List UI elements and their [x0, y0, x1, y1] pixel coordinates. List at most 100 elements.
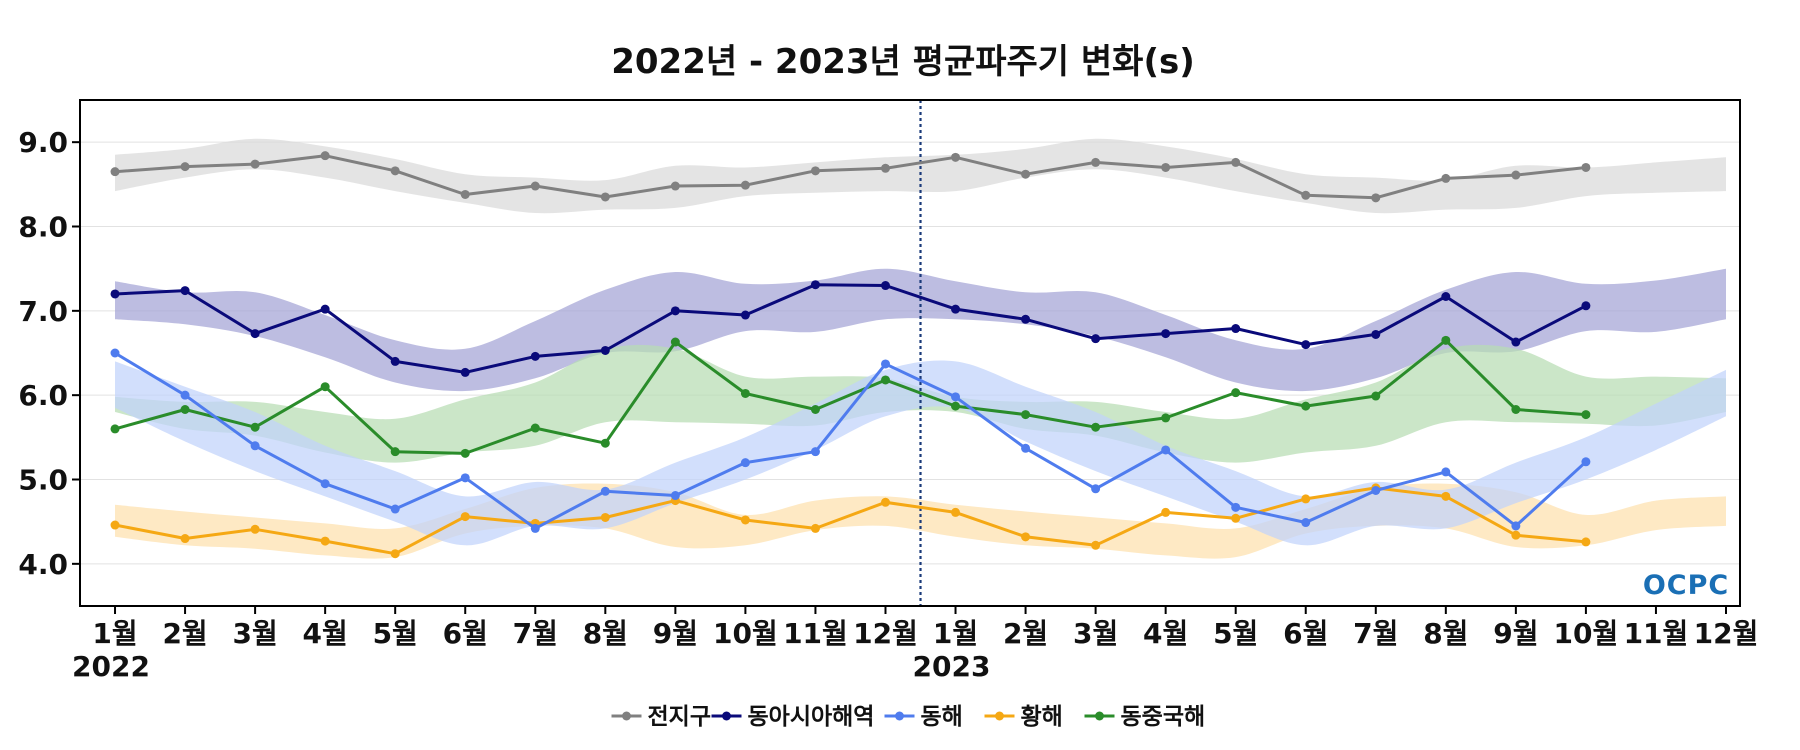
data-point	[1231, 324, 1241, 334]
y-tick-label: 8.0	[18, 211, 68, 244]
legend-item: 동중국해	[1084, 704, 1206, 730]
data-point	[740, 515, 750, 525]
data-point	[951, 401, 961, 411]
x-tick-label: 3월	[232, 617, 277, 650]
data-point	[600, 512, 610, 522]
series-line-1	[114, 283, 1587, 374]
data-point	[1091, 334, 1101, 344]
data-point	[1161, 329, 1171, 339]
x-tick-label: 5월	[373, 617, 418, 650]
data-point	[740, 180, 750, 190]
data-point	[1091, 422, 1101, 432]
data-point	[390, 504, 400, 514]
chart-title: 2022년 - 2023년 평균파주기 변화(s)	[611, 42, 1195, 82]
data-point	[1441, 335, 1451, 345]
data-point	[1581, 410, 1591, 420]
y-tick-label: 6.0	[18, 379, 68, 412]
data-point	[951, 507, 961, 517]
x-tick-label: 10월	[713, 617, 778, 650]
legend-marker	[1095, 711, 1104, 721]
data-point	[810, 523, 820, 533]
data-point	[320, 382, 330, 392]
data-point	[951, 152, 961, 162]
data-point	[1441, 173, 1451, 183]
data-point	[1301, 494, 1311, 504]
x-tick-label: 7월	[1353, 617, 1398, 650]
data-point	[670, 306, 680, 316]
data-point	[530, 181, 540, 191]
legend-marker	[995, 711, 1004, 721]
data-point	[180, 390, 190, 400]
data-point	[600, 192, 610, 202]
series-line-3	[114, 486, 1587, 556]
data-point	[460, 367, 470, 377]
data-point	[951, 392, 961, 402]
data-point	[390, 549, 400, 559]
data-point	[1371, 485, 1381, 495]
legend-item: 전지구	[611, 704, 711, 730]
data-point	[1371, 193, 1381, 203]
data-point	[250, 441, 260, 451]
series-line-0	[114, 154, 1587, 200]
data-point	[1581, 457, 1591, 467]
data-point	[1511, 405, 1521, 415]
data-point	[1371, 391, 1381, 401]
data-point	[1511, 337, 1521, 347]
data-point	[110, 167, 120, 177]
data-point	[670, 181, 680, 191]
data-point	[460, 189, 470, 199]
data-point	[880, 375, 890, 385]
year-label: 2023	[913, 650, 991, 683]
x-tick-label: 10월	[1554, 617, 1619, 650]
data-point	[250, 422, 260, 432]
data-point	[880, 359, 890, 369]
series-line-2	[114, 351, 1587, 530]
data-point	[810, 405, 820, 415]
data-point	[880, 281, 890, 291]
legend-label: 황해	[1021, 704, 1063, 730]
data-point	[670, 491, 680, 501]
y-tick-label: 7.0	[18, 295, 68, 328]
data-point	[1231, 157, 1241, 167]
data-point	[1091, 540, 1101, 550]
x-tick-label: 2월	[162, 617, 207, 650]
data-point	[880, 497, 890, 507]
data-point	[1441, 467, 1451, 477]
data-point	[1091, 157, 1101, 167]
data-point	[1511, 530, 1521, 540]
data-point	[320, 151, 330, 161]
data-point	[1021, 314, 1031, 324]
x-tick-label: 3월	[1073, 617, 1118, 650]
data-point	[390, 166, 400, 176]
data-point	[1231, 502, 1241, 512]
data-point	[460, 512, 470, 522]
legend-item: 동아시아해역	[711, 704, 874, 730]
data-point	[1161, 507, 1171, 517]
data-point	[1021, 169, 1031, 179]
data-point	[320, 304, 330, 314]
data-point	[1581, 301, 1591, 311]
x-tick-label: 11월	[1624, 617, 1689, 650]
data-point	[1021, 410, 1031, 420]
data-point	[740, 388, 750, 398]
legend-marker	[722, 711, 731, 721]
data-point	[1511, 521, 1521, 531]
x-tick-label: 12월	[853, 617, 918, 650]
legend-label: 동중국해	[1121, 704, 1206, 730]
y-tick-label: 4.0	[18, 548, 68, 581]
data-point	[250, 524, 260, 534]
data-point	[1301, 340, 1311, 350]
x-tick-label: 8월	[1423, 617, 1468, 650]
data-point	[390, 356, 400, 366]
legend-label: 전지구	[648, 704, 711, 730]
data-point	[1021, 443, 1031, 453]
data-point	[1301, 518, 1311, 528]
logo: OCPC	[1643, 570, 1729, 601]
band-2	[115, 360, 1726, 546]
data-point	[1301, 190, 1311, 200]
data-point	[1231, 388, 1241, 398]
data-point	[110, 348, 120, 358]
x-tick-label: 8월	[583, 617, 628, 650]
x-tick-label: 4월	[303, 617, 348, 650]
